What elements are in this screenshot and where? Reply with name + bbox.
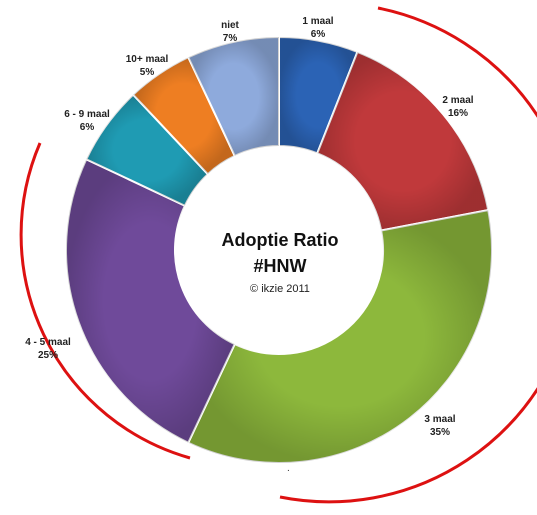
chart-credit: © ikzie 2011 <box>250 283 310 295</box>
donut-hole <box>176 147 382 353</box>
slice-shading <box>188 210 492 463</box>
slice-shading <box>133 57 235 175</box>
slices-group <box>65 35 493 464</box>
slice-shading <box>86 94 208 206</box>
slice-label-category: 6 - 9 maal <box>64 109 110 120</box>
slice-label-category: 2 maal <box>442 95 473 106</box>
chart-title: Adoptie Ratio <box>222 230 339 250</box>
stray-mark: . <box>287 463 290 474</box>
slice-shading <box>66 159 235 443</box>
slice-label-value: 35% <box>430 427 450 438</box>
slice-label-category: 1 maal <box>302 16 333 27</box>
slice-label-category: 4 - 5 maal <box>25 337 71 348</box>
outer-arc-right <box>279 6 537 504</box>
chart-subtitle: #HNW <box>254 256 307 276</box>
slice-label-category: niet <box>221 20 239 31</box>
slice-shading <box>279 37 358 154</box>
slice-label-value: 5% <box>140 67 155 78</box>
slice-label-category: 3 maal <box>424 414 455 425</box>
labels-group: 1 maal 6% 2 maal 16% 3 maal 35% 4 - 5 maal 25% 6… <box>25 16 474 438</box>
slice-label-value: 16% <box>448 108 468 119</box>
slice-label-value: 6% <box>311 29 326 40</box>
outer-arc-left <box>19 142 191 460</box>
slice-label-value: 25% <box>38 350 58 361</box>
slice-label-value: 6% <box>80 122 95 133</box>
slice-shading <box>188 37 279 156</box>
slice-label-category: 10+ maal <box>126 54 169 65</box>
slice-shading <box>317 51 489 231</box>
slice-label-value: 7% <box>223 33 238 44</box>
